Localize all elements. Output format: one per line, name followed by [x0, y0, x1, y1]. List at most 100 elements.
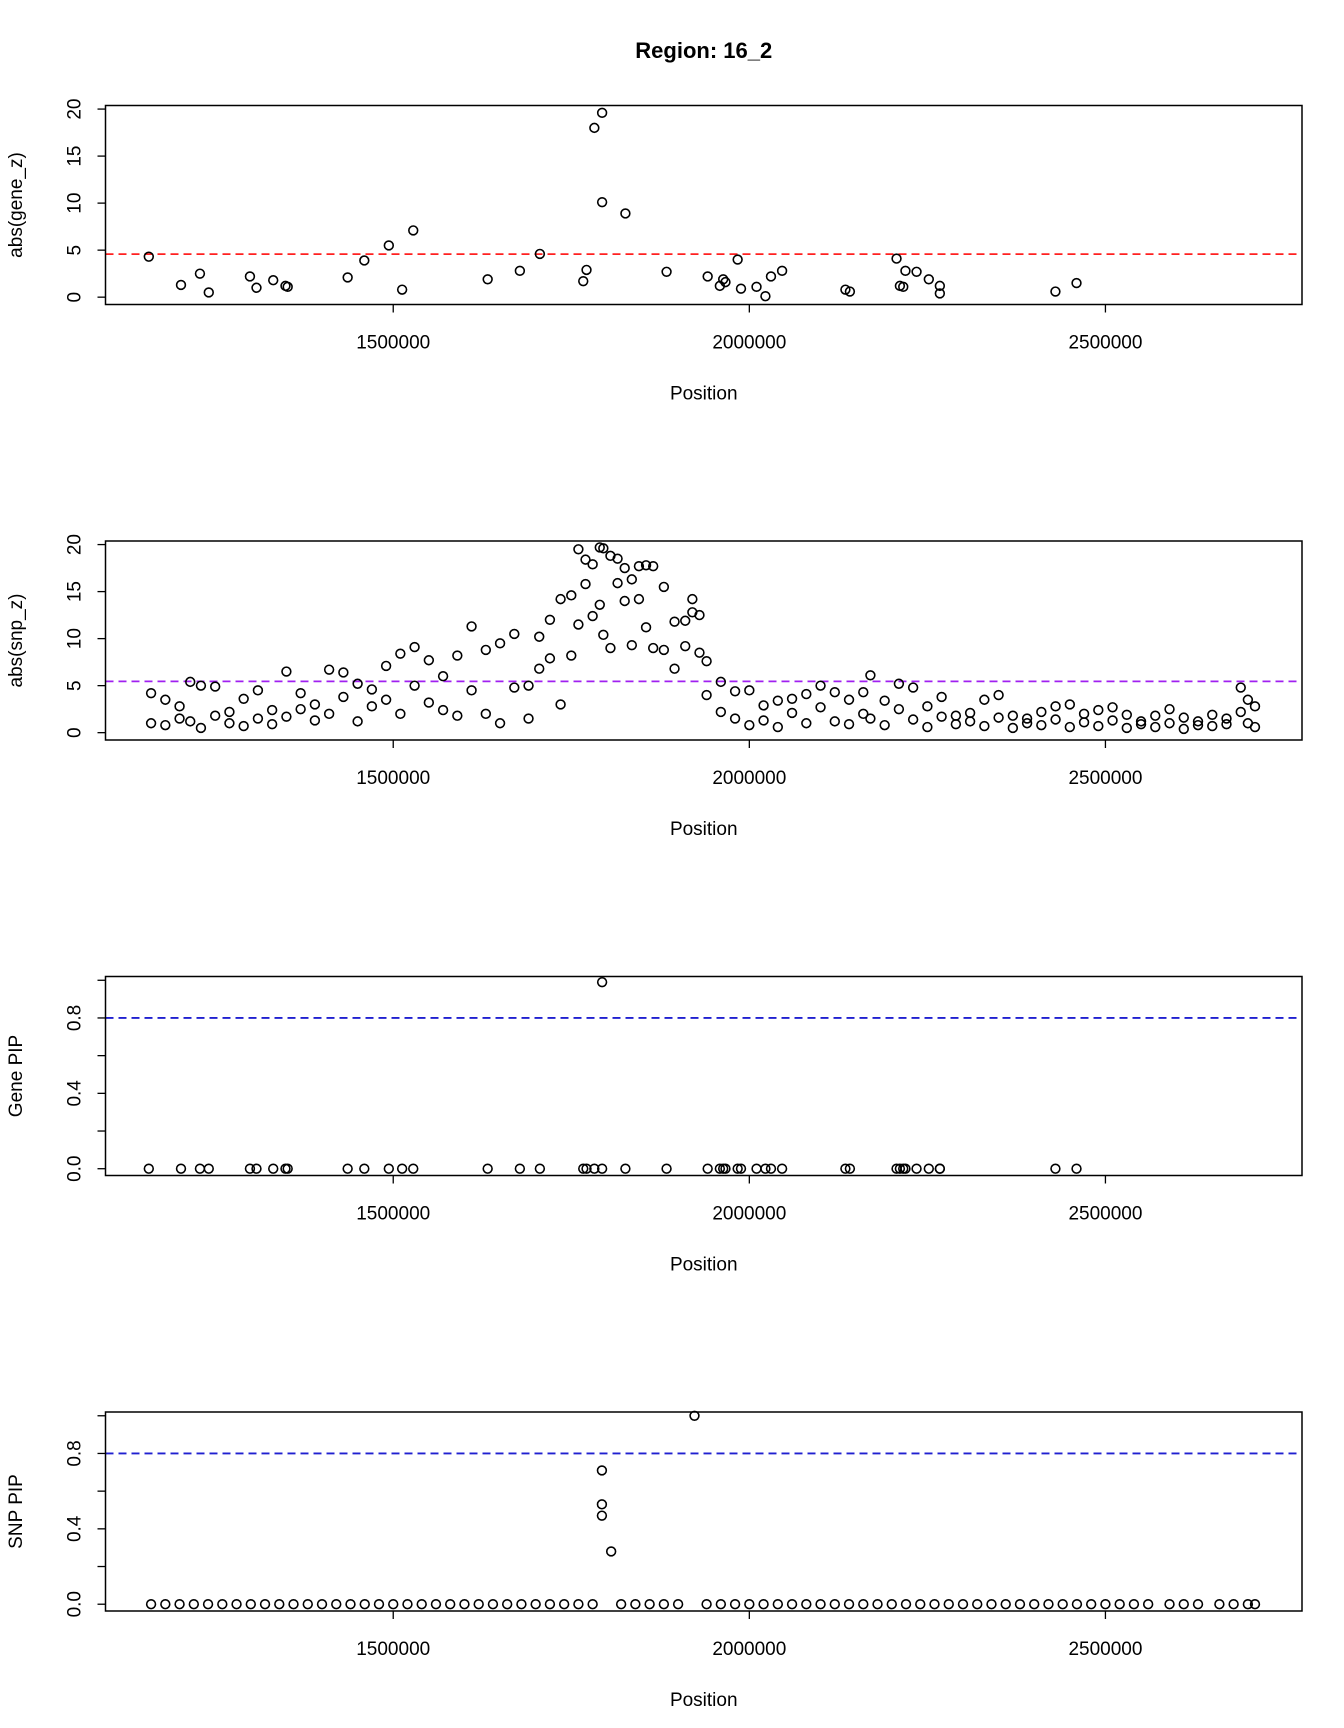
point: [1071, 277, 1082, 289]
point: [1021, 713, 1033, 724]
point: [195, 722, 207, 734]
point: [1121, 709, 1132, 720]
point: [640, 560, 652, 571]
point: [295, 703, 306, 715]
point: [430, 1599, 442, 1610]
point: [957, 1599, 969, 1610]
point: [589, 1163, 600, 1174]
point: [760, 1163, 771, 1174]
plot-frame: [104, 104, 1303, 306]
point: [596, 1499, 608, 1510]
x-tick-label: 2500000: [1068, 1204, 1142, 1225]
point: [620, 208, 631, 219]
point: [786, 1599, 798, 1610]
point: [596, 107, 608, 119]
point: [266, 719, 278, 730]
point: [1192, 1599, 1204, 1610]
point: [596, 1163, 608, 1174]
point: [1164, 718, 1175, 729]
point: [1178, 723, 1189, 735]
point: [829, 716, 840, 727]
point: [612, 577, 623, 589]
point: [544, 653, 556, 664]
point: [323, 708, 335, 720]
point: [352, 716, 363, 727]
point: [160, 719, 171, 731]
point: [936, 711, 947, 722]
point: [217, 1599, 228, 1610]
point: [1114, 1599, 1125, 1610]
point: [203, 1163, 214, 1174]
point: [979, 720, 990, 732]
point: [383, 1163, 395, 1174]
point: [587, 1599, 598, 1610]
point: [732, 254, 743, 265]
point: [359, 1599, 370, 1610]
point: [523, 713, 534, 724]
point: [1078, 717, 1090, 728]
point: [494, 718, 506, 729]
point: [626, 574, 638, 585]
point: [893, 703, 905, 715]
point: [395, 648, 406, 659]
point: [900, 265, 911, 277]
point: [238, 693, 249, 705]
point: [694, 609, 705, 621]
point: [373, 1599, 385, 1610]
point: [1050, 286, 1061, 297]
point: [1207, 709, 1218, 720]
point: [758, 715, 769, 726]
point: [964, 716, 976, 727]
point: [744, 685, 755, 696]
point: [929, 1599, 940, 1610]
y-tick-label: 0.4: [65, 1515, 86, 1542]
point: [281, 666, 292, 677]
point: [281, 711, 292, 722]
point: [801, 718, 812, 729]
point: [459, 1599, 470, 1610]
point: [717, 274, 729, 285]
point: [580, 554, 591, 565]
point: [772, 695, 784, 706]
point: [1242, 694, 1254, 705]
point: [408, 225, 419, 236]
point: [1007, 722, 1019, 734]
plot-frame: [104, 975, 1303, 1177]
point: [1093, 720, 1104, 732]
x-axis-label: Position: [670, 1255, 738, 1276]
point: [735, 283, 747, 294]
y-tick-label: 10: [65, 193, 86, 214]
point: [1235, 682, 1246, 693]
point: [195, 680, 207, 691]
point: [175, 279, 187, 291]
point: [309, 715, 321, 726]
point: [1000, 1599, 1011, 1610]
point: [309, 699, 321, 710]
point: [145, 687, 157, 699]
point: [1164, 703, 1175, 715]
point: [466, 621, 477, 632]
point: [534, 1163, 546, 1174]
point: [501, 1599, 513, 1610]
point: [437, 671, 449, 682]
point: [979, 694, 990, 705]
point: [986, 1599, 997, 1610]
point: [1071, 1163, 1082, 1174]
y-tick-label: 0: [65, 727, 86, 738]
point: [1164, 1599, 1175, 1610]
y-tick-label: 20: [65, 534, 86, 555]
point: [598, 543, 609, 554]
point: [194, 268, 206, 279]
point: [581, 264, 592, 276]
point: [409, 680, 420, 691]
point: [619, 595, 630, 607]
point: [188, 1599, 200, 1610]
point: [160, 1599, 171, 1610]
point: [605, 1546, 617, 1557]
point: [185, 676, 196, 688]
point: [815, 680, 826, 691]
point: [1192, 719, 1204, 731]
point: [923, 274, 935, 285]
point: [596, 976, 608, 988]
x-tick-label: 2000000: [712, 768, 786, 789]
